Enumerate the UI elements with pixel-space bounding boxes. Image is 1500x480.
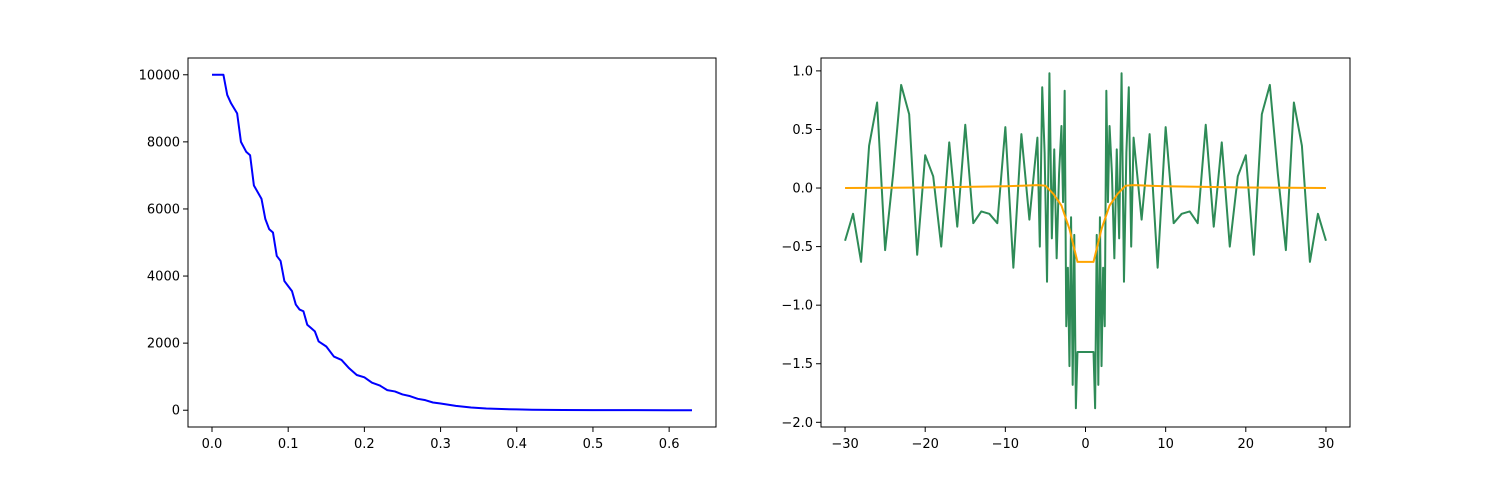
chart-1-xtick-label: −20 xyxy=(911,437,938,452)
chart-0-xtick-label: 0.4 xyxy=(506,437,527,452)
chart-0-xtick-label: 0.0 xyxy=(202,437,223,452)
left-chart: 0.0 0.1 0.2 0.3 0.4 0.5 0.6 0 2000 4000 6000 8000 10… xyxy=(139,57,717,452)
chart-1-xtick-label: 20 xyxy=(1238,437,1255,452)
chart-1-xtick-label: 10 xyxy=(1157,437,1174,452)
chart-0-ytick-label: 10000 xyxy=(139,68,180,83)
chart-1-xtick-label: −30 xyxy=(831,437,858,452)
chart-1-ytick-label: −1.5 xyxy=(781,357,813,372)
chart-0-ytick-label: 6000 xyxy=(147,202,180,217)
chart-1-xtick-label: 0 xyxy=(1081,437,1089,452)
chart-0-axes-frame xyxy=(187,57,717,428)
chart-1-xtick-label: −10 xyxy=(992,437,1019,452)
chart-0-xtick-label: 0.2 xyxy=(354,437,375,452)
chart-0-ytick-label: 0 xyxy=(172,404,180,419)
chart-0-xtick-label: 0.6 xyxy=(659,437,680,452)
chart-1-series-0-line xyxy=(844,72,1327,410)
chart-1-ytick-label: −0.5 xyxy=(781,240,813,255)
chart-0-xtick-label: 0.3 xyxy=(430,437,451,452)
chart-1-series-1-line xyxy=(845,184,1326,263)
chart-1-ytick-label: 0.0 xyxy=(792,182,813,197)
chart-0-xtick-label: 0.5 xyxy=(583,437,604,452)
chart-0-xtick-label: 0.1 xyxy=(278,437,299,452)
chart-1-ytick-label: 0.5 xyxy=(792,123,813,138)
chart-0-ytick-label: 8000 xyxy=(147,135,180,150)
chart-1-ytick-label: 1.0 xyxy=(792,64,813,79)
chart-1-xtick-label: 30 xyxy=(1318,437,1335,452)
chart-0-ytick-label: 4000 xyxy=(147,270,180,285)
chart-0-ytick-label: 2000 xyxy=(147,337,180,352)
chart-1-ytick-label: −2.0 xyxy=(781,416,813,431)
chart-1-ytick-label: −1.0 xyxy=(781,299,813,314)
chart-0-series-0-line xyxy=(212,73,692,412)
chart-1-axes-frame xyxy=(820,57,1351,428)
right-chart: −30 −20 −10 0 10 20 30 −2.0 −1.5 −1.0 −0.5 0.0 0.5 1.… xyxy=(781,57,1351,452)
